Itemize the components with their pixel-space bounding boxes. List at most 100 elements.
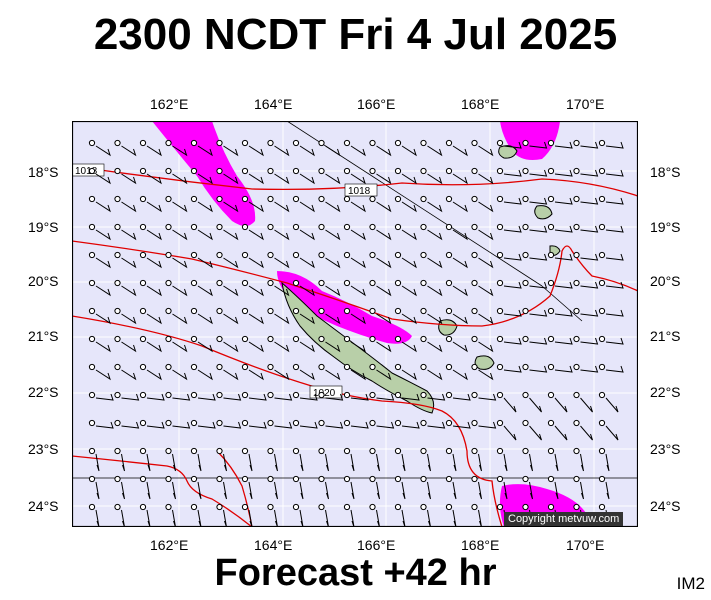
wind-barb <box>427 285 443 297</box>
wind-barb <box>350 509 355 527</box>
wind-barb-station <box>292 223 300 231</box>
wind-barb-station <box>522 335 529 343</box>
wind-barb-station <box>190 391 198 399</box>
wind-barb-station <box>369 223 376 231</box>
lat-label-21: 21°S <box>28 328 59 344</box>
wind-barb <box>452 313 468 325</box>
wind-barb-station <box>420 391 427 399</box>
wind-barb-station <box>522 419 529 427</box>
wind-barb-station <box>598 167 606 175</box>
wind-barb-station <box>445 223 453 231</box>
wind-barb <box>401 481 406 500</box>
wind-barb <box>197 285 213 297</box>
wind-barb <box>401 341 417 353</box>
wind-barb-station <box>573 307 580 315</box>
wind-barb <box>350 285 366 297</box>
wind-barb <box>503 169 522 177</box>
wind-barb <box>427 481 431 500</box>
wind-barb-station <box>165 279 172 287</box>
wind-barb <box>452 341 468 353</box>
wind-barb <box>121 285 137 297</box>
wind-barb-station <box>318 195 325 203</box>
wind-barb <box>121 393 140 401</box>
wind-barb-station <box>318 447 325 455</box>
wind-barb <box>172 173 188 185</box>
wind-barb-station <box>114 223 121 231</box>
wind-barb <box>554 281 573 289</box>
wind-barb-station <box>343 447 351 455</box>
wind-barb-station <box>420 447 427 455</box>
wind-barb <box>401 453 406 472</box>
wind-barb-station <box>241 363 249 371</box>
wind-barb-station <box>420 335 427 343</box>
lat-label-24: 24°S <box>28 498 59 514</box>
wind-barb <box>248 453 253 472</box>
wind-barb-station <box>394 447 402 455</box>
wind-barb <box>529 169 548 177</box>
wind-barb <box>350 257 366 269</box>
wind-barb <box>274 145 290 157</box>
wind-barb <box>325 229 341 241</box>
wind-barb <box>197 453 202 472</box>
wind-barb-station <box>292 419 300 427</box>
wind-barb-station <box>267 307 274 315</box>
wind-barb-station <box>343 335 351 343</box>
wind-barb <box>452 509 457 527</box>
lat-label-18-right: 18°S <box>650 164 681 180</box>
isle-ouvea <box>438 319 458 336</box>
wind-barb-station <box>420 167 427 175</box>
wind-barb <box>376 313 392 325</box>
wind-barb <box>529 453 533 472</box>
wind-barb-station <box>267 335 274 343</box>
wind-barb <box>325 341 341 353</box>
wind-barb <box>605 141 624 149</box>
wind-barb <box>605 281 624 289</box>
wind-barb-station <box>267 503 274 511</box>
wind-barb-station <box>547 391 555 399</box>
wind-barb <box>580 337 599 345</box>
wind-barb <box>325 201 341 213</box>
wind-barb <box>223 393 242 401</box>
wind-barb <box>580 141 599 149</box>
wind-barb-station <box>114 447 121 455</box>
wind-barb <box>452 173 468 185</box>
wind-barb <box>503 141 522 149</box>
wind-barb <box>325 421 344 429</box>
wind-barb <box>452 369 468 381</box>
wind-barb-station <box>165 195 172 203</box>
rain-area-north <box>152 121 256 226</box>
wind-barb-station <box>394 251 402 259</box>
wind-barb <box>478 341 494 353</box>
wind-barb-station <box>369 251 376 259</box>
wind-barb <box>427 201 443 213</box>
wind-barb <box>350 369 366 381</box>
wind-barb-station <box>573 279 580 287</box>
wind-barb-station <box>369 503 376 511</box>
wind-barb-station <box>88 335 96 343</box>
wind-barb-station <box>471 419 478 427</box>
lat-label-24-right: 24°S <box>650 498 681 514</box>
wind-barb-station <box>165 251 172 259</box>
wind-barb <box>172 509 176 527</box>
wind-barb <box>554 397 568 413</box>
wind-barb <box>503 337 522 345</box>
wind-barb-station <box>267 363 274 371</box>
wind-barb-station <box>343 195 351 203</box>
wind-barb <box>223 229 239 241</box>
wind-barb <box>580 197 599 205</box>
wind-barb <box>529 337 548 345</box>
isobar-1020 <box>72 315 503 527</box>
wind-barb <box>452 285 468 297</box>
wind-barb <box>427 145 443 157</box>
wind-barb-station <box>343 251 351 259</box>
wind-barb <box>274 509 278 527</box>
wind-barb <box>376 509 380 527</box>
wind-barb <box>95 481 100 500</box>
wind-barb-station <box>241 447 249 455</box>
wind-barb-station <box>394 419 402 427</box>
wind-barb <box>605 169 624 177</box>
wind-barb-station <box>190 475 198 483</box>
wind-barb-station <box>496 391 504 399</box>
wind-barb-station <box>598 363 606 371</box>
wind-barb-station <box>573 335 580 343</box>
